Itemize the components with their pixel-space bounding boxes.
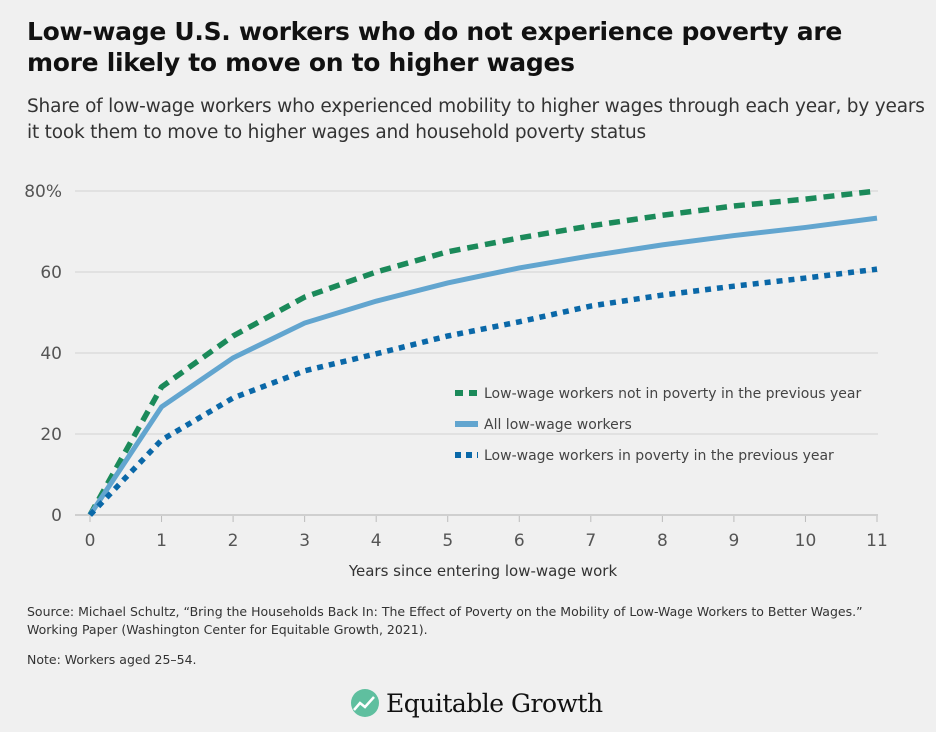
y-tick-label: 60	[40, 263, 62, 283]
series-line	[88, 266, 878, 517]
chart-subtitle: Share of low-wage workers who experience…	[27, 96, 925, 143]
x-tick-label: 4	[371, 531, 382, 551]
footnote: Note: Workers aged 25–54.	[27, 652, 197, 667]
source-note: Source: Michael Schultz, “Bring the Hous…	[27, 604, 863, 637]
y-tick-label: 80%	[24, 182, 62, 202]
x-tick-label: 1	[156, 531, 167, 551]
x-axis-label: Years since entering low-wage work	[348, 562, 618, 580]
line-chart: 0 20 40 60 80% 0 1 2 3 4 5 6 7 8 9 10 11 Low-wage worker…	[24, 182, 888, 580]
x-tick-label: 11	[866, 531, 888, 551]
legend-label: Low-wage workers in poverty in the previ…	[484, 448, 834, 464]
x-tick-label: 2	[228, 531, 239, 551]
legend-label: All low-wage workers	[484, 417, 632, 433]
y-tick-label: 0	[51, 506, 62, 526]
y-tick-label: 20	[40, 425, 62, 445]
y-tick-label: 40	[40, 344, 62, 364]
logo-text: Equitable Growth	[386, 688, 603, 718]
x-tick-label: 5	[442, 531, 453, 551]
logo: Equitable Growth	[350, 688, 603, 718]
x-tick-label: 8	[657, 531, 668, 551]
x-tick-label: 3	[299, 531, 310, 551]
x-tick-label: 0	[85, 531, 96, 551]
series-line	[87, 188, 878, 517]
x-tick-label: 10	[795, 531, 817, 551]
x-tick-label: 6	[514, 531, 525, 551]
chart-title: Low-wage U.S. workers who do not experie…	[27, 17, 843, 77]
logo-icon	[351, 689, 379, 717]
legend-label: Low-wage workers not in poverty in the p…	[484, 386, 861, 402]
x-tick-label: 7	[585, 531, 596, 551]
series-line	[87, 215, 878, 517]
x-tick-label: 9	[728, 531, 739, 551]
